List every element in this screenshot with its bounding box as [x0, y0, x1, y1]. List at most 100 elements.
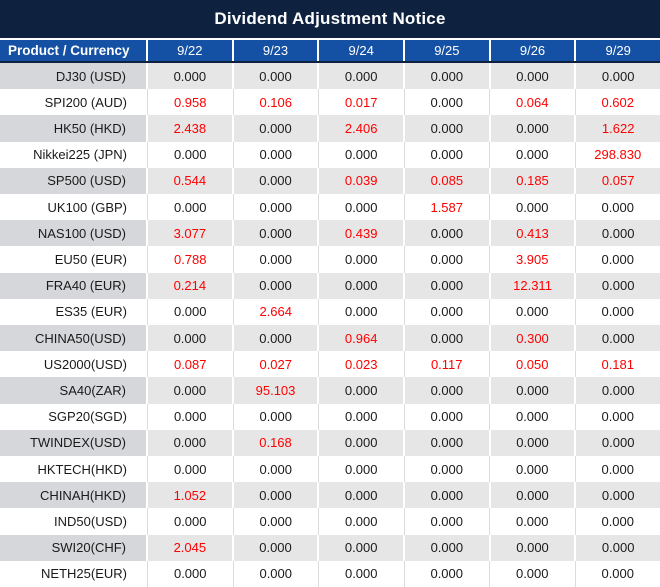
value-cell: 0.000 — [576, 482, 660, 509]
product-label-cell: SGP20(SGD) — [0, 403, 148, 430]
value-cell: 0.000 — [490, 508, 576, 535]
value-cell: 0.000 — [319, 534, 406, 561]
value-cell: 1.587 — [404, 194, 490, 221]
value-cell: 0.000 — [575, 456, 660, 483]
value-cell: 0.000 — [404, 246, 490, 273]
product-label-cell: UK100 (GBP) — [0, 194, 148, 221]
value-cell: 0.000 — [575, 246, 660, 273]
value-cell: 0.000 — [576, 377, 660, 404]
column-header-date-6: 9/29 — [605, 43, 631, 58]
value-cell: 1.622 — [576, 115, 660, 142]
value-cell: 0.000 — [233, 325, 320, 352]
table-row: CHINA50(USD) 0.000 0.000 0.964 0.000 0.3… — [0, 325, 660, 352]
value-cell: 0.000 — [319, 298, 405, 326]
value-cell: 0.000 — [233, 560, 319, 587]
value-cell: 0.000 — [148, 456, 234, 483]
table-row: Nikkei225 (JPN) 0.000 0.000 0.000 0.000 … — [0, 141, 660, 168]
value-cell: 0.000 — [490, 560, 576, 587]
product-label-cell: TWINDEX(USD) — [0, 429, 148, 457]
product-label-cell: HKTECH(HKD) — [0, 456, 148, 483]
value-cell: 0.000 — [404, 560, 490, 587]
value-cell: 0.000 — [233, 508, 319, 535]
value-cell: 1.052 — [148, 482, 234, 509]
value-cell: 0.000 — [319, 141, 405, 168]
value-cell: 0.000 — [148, 298, 234, 326]
value-cell: 2.045 — [148, 534, 234, 561]
value-cell: 0.000 — [319, 272, 406, 299]
value-cell: 3.905 — [490, 246, 576, 273]
value-cell: 0.000 — [405, 115, 491, 142]
table-row: CHINAH(HKD) 1.052 0.000 0.000 0.000 0.00… — [0, 482, 660, 509]
table-row: SPI200 (AUD) 0.958 0.106 0.017 0.000 0.0… — [0, 89, 660, 116]
value-cell: 0.000 — [319, 482, 406, 509]
value-cell: 0.000 — [575, 194, 660, 221]
value-cell: 0.000 — [319, 429, 406, 457]
value-cell: 0.000 — [148, 141, 234, 168]
value-cell: 0.000 — [490, 377, 577, 404]
table-row: HK50 (HKD) 2.438 0.000 2.406 0.000 0.000… — [0, 115, 660, 142]
value-cell: 0.185 — [490, 167, 577, 195]
value-cell: 0.000 — [233, 272, 320, 299]
value-cell: 0.000 — [405, 220, 491, 247]
value-cell: 0.000 — [576, 429, 660, 457]
value-cell: 0.000 — [148, 377, 234, 404]
table-row: SGP20(SGD) 0.000 0.000 0.000 0.000 0.000… — [0, 403, 660, 430]
value-cell: 0.000 — [575, 560, 660, 587]
value-cell: 0.000 — [576, 534, 660, 561]
value-cell: 0.964 — [319, 325, 406, 352]
value-cell: 0.000 — [576, 325, 660, 352]
product-label-cell: CHINAH(HKD) — [0, 482, 148, 509]
value-cell: 0.064 — [490, 89, 576, 116]
page-title: Dividend Adjustment Notice — [214, 9, 446, 28]
value-cell: 0.000 — [575, 298, 660, 326]
value-cell: 0.000 — [148, 560, 234, 587]
value-cell: 2.438 — [148, 115, 234, 142]
value-cell: 0.023 — [319, 351, 405, 378]
value-cell: 0.000 — [233, 141, 319, 168]
table-row: UK100 (GBP) 0.000 0.000 0.000 1.587 0.00… — [0, 194, 660, 221]
product-label-cell: HK50 (HKD) — [0, 115, 148, 142]
value-cell: 0.000 — [405, 325, 491, 352]
product-label-cell: US2000(USD) — [0, 351, 148, 378]
table-row: NETH25(EUR) 0.000 0.000 0.000 0.000 0.00… — [0, 560, 660, 587]
value-cell: 0.027 — [233, 351, 319, 378]
value-cell: 0.000 — [319, 246, 405, 273]
title-bar: Dividend Adjustment Notice — [0, 0, 660, 38]
table-row: FRA40 (EUR) 0.214 0.000 0.000 0.000 12.3… — [0, 272, 660, 299]
value-cell: 0.000 — [405, 429, 491, 457]
value-cell: 0.000 — [233, 482, 320, 509]
value-cell: 0.000 — [405, 272, 491, 299]
value-cell: 0.000 — [490, 115, 577, 142]
product-label-cell: NETH25(EUR) — [0, 560, 148, 587]
value-cell: 0.000 — [490, 298, 576, 326]
table-row: ES35 (EUR) 0.000 2.664 0.000 0.000 0.000… — [0, 298, 660, 326]
value-cell: 0.000 — [405, 377, 491, 404]
table-row: SP500 (USD) 0.544 0.000 0.039 0.085 0.18… — [0, 167, 660, 195]
value-cell: 0.000 — [575, 508, 660, 535]
column-header-date-1: 9/22 — [148, 40, 234, 61]
table-row: US2000(USD) 0.087 0.027 0.023 0.117 0.05… — [0, 351, 660, 378]
product-label-cell: NAS100 (USD) — [0, 220, 148, 247]
value-cell: 0.214 — [148, 272, 234, 299]
product-label-cell: CHINA50(USD) — [0, 325, 148, 352]
value-cell: 0.085 — [405, 167, 491, 195]
table-row: NAS100 (USD) 3.077 0.000 0.439 0.000 0.4… — [0, 220, 660, 247]
value-cell: 0.050 — [490, 351, 576, 378]
value-cell: 0.017 — [319, 89, 405, 116]
value-cell: 0.000 — [576, 220, 660, 247]
value-cell: 0.000 — [319, 377, 406, 404]
value-cell: 0.039 — [319, 167, 406, 195]
value-cell: 0.000 — [405, 534, 491, 561]
value-cell: 0.000 — [490, 482, 577, 509]
value-cell: 0.000 — [233, 63, 320, 90]
value-cell: 0.117 — [404, 351, 490, 378]
value-cell: 0.181 — [575, 351, 660, 378]
value-cell: 0.000 — [233, 403, 319, 430]
value-cell: 0.544 — [148, 167, 234, 195]
value-cell: 0.000 — [575, 403, 660, 430]
value-cell: 0.000 — [490, 63, 577, 90]
column-header-date-4: 9/25 — [405, 40, 491, 61]
value-cell: 0.000 — [319, 194, 405, 221]
value-cell: 0.000 — [404, 403, 490, 430]
